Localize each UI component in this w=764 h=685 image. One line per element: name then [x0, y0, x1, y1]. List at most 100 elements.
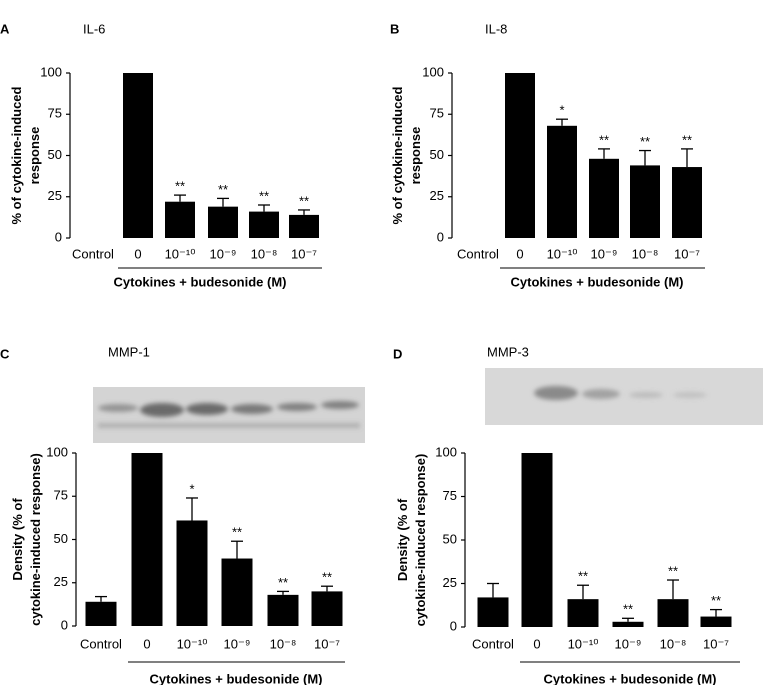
error-bar [598, 148, 610, 159]
y-axis-label-line: % of cytokine-induced [9, 86, 24, 224]
y-tick-label: 100 [435, 444, 457, 459]
significance: ** [682, 132, 692, 147]
y-axis-label-line: % of cytokine-induced [390, 86, 405, 224]
x-tick-label: 10⁻⁹ [224, 636, 251, 651]
chart-title: IL-8 [485, 21, 507, 36]
y-tick-label: 50 [430, 147, 444, 162]
significance: ** [278, 575, 288, 590]
y-tick-label: 50 [48, 147, 62, 162]
y-tick-label: 0 [55, 229, 62, 244]
error-bar [95, 595, 107, 602]
bar [289, 214, 319, 238]
blot-mmp3 [485, 368, 763, 425]
error-bar [681, 148, 693, 168]
chart-title: MMP-1 [108, 344, 150, 359]
x-tick-label: 0 [134, 246, 141, 261]
x-axis-label: Cytokines + budesonide (M) [544, 671, 717, 685]
error-bar [667, 579, 679, 600]
bar [311, 591, 343, 626]
error-bar [321, 585, 333, 592]
significance: ** [599, 132, 609, 147]
x-tick-label: 10⁻⁹ [591, 246, 618, 261]
x-tick-label: Control [457, 246, 499, 261]
significance: ** [232, 525, 242, 540]
y-axis-label: Density (% of cytokine-induced response) [395, 454, 428, 627]
bar [630, 165, 660, 238]
significance: ** [711, 593, 721, 608]
x-tick-label: 10⁻⁷ [703, 636, 729, 651]
error-bar [577, 584, 589, 600]
chart-title: MMP-3 [487, 344, 529, 359]
x-tick-label: 10⁻⁷ [314, 636, 340, 651]
bar [208, 206, 238, 238]
x-tick-label: 0 [533, 636, 540, 651]
x-tick-label: 10⁻⁸ [270, 636, 297, 651]
error-bar [186, 497, 198, 521]
bar [85, 601, 117, 626]
bar [567, 599, 599, 627]
x-axis-label: Cytokines + budesonide (M) [511, 274, 684, 289]
bar [221, 558, 253, 626]
x-tick-label: 10⁻⁸ [632, 246, 659, 261]
significance: ** [668, 563, 678, 578]
y-tick-label: 50 [443, 531, 457, 546]
error-bar [556, 118, 568, 126]
panel-label: D [393, 346, 402, 361]
bar [505, 73, 535, 238]
bar [131, 453, 163, 626]
significance: ** [218, 182, 228, 197]
x-tick-label: 10⁻¹⁰ [547, 246, 578, 261]
blot-mmp1 [93, 387, 365, 443]
y-tick-label: 50 [54, 531, 68, 546]
bar [672, 167, 702, 238]
y-tick-label: 25 [430, 188, 444, 203]
error-bar [487, 582, 499, 598]
x-tick-label: 10⁻⁹ [210, 246, 237, 261]
x-tick-label: 10⁻⁸ [660, 636, 687, 651]
x-tick-label: 10⁻¹⁰ [568, 636, 599, 651]
panel-label: A [0, 21, 10, 36]
significance: * [559, 103, 564, 118]
x-axis-label: Cytokines + budesonide (M) [150, 671, 323, 685]
y-axis-label-line: cytokine-induced response) [28, 453, 43, 626]
y-tick-label: 75 [48, 106, 62, 121]
x-tick-label: 10⁻⁸ [251, 246, 278, 261]
error-bar [710, 608, 722, 617]
bar [612, 621, 644, 627]
y-axis-label-line: cytokine-induced response) [413, 454, 428, 627]
x-tick-label: Control [472, 636, 514, 651]
bar [249, 211, 279, 238]
bar [521, 453, 553, 627]
significance: ** [175, 179, 185, 194]
bar [589, 158, 619, 238]
y-tick-label: 25 [48, 188, 62, 203]
x-tick-label: 10⁻¹⁰ [177, 636, 208, 651]
y-tick-label: 100 [46, 444, 68, 459]
bar [700, 616, 732, 627]
x-tick-label: Control [72, 246, 114, 261]
y-tick-label: 75 [430, 106, 444, 121]
significance: ** [299, 193, 309, 208]
y-tick-label: 25 [54, 574, 68, 589]
significance: ** [640, 134, 650, 149]
x-axis-label: Cytokines + budesonide (M) [114, 274, 287, 289]
y-axis-label-line: response [408, 127, 423, 185]
y-axis-label-line: Density (% of [10, 498, 25, 581]
y-tick-label: 0 [437, 229, 444, 244]
error-bar [231, 540, 243, 559]
y-tick-label: 100 [40, 64, 62, 79]
y-tick-label: 25 [443, 575, 457, 590]
error-bar [277, 590, 289, 595]
significance: ** [259, 188, 269, 203]
significance: ** [322, 570, 332, 585]
bar [267, 594, 299, 626]
y-tick-label: 75 [443, 488, 457, 503]
error-bar [174, 194, 186, 202]
panel-label: B [390, 21, 399, 36]
bar [165, 201, 195, 238]
bar [657, 599, 689, 627]
y-axis-label-line: response [27, 127, 42, 185]
chart-title: IL-6 [83, 21, 105, 36]
y-tick-label: 0 [450, 618, 457, 633]
